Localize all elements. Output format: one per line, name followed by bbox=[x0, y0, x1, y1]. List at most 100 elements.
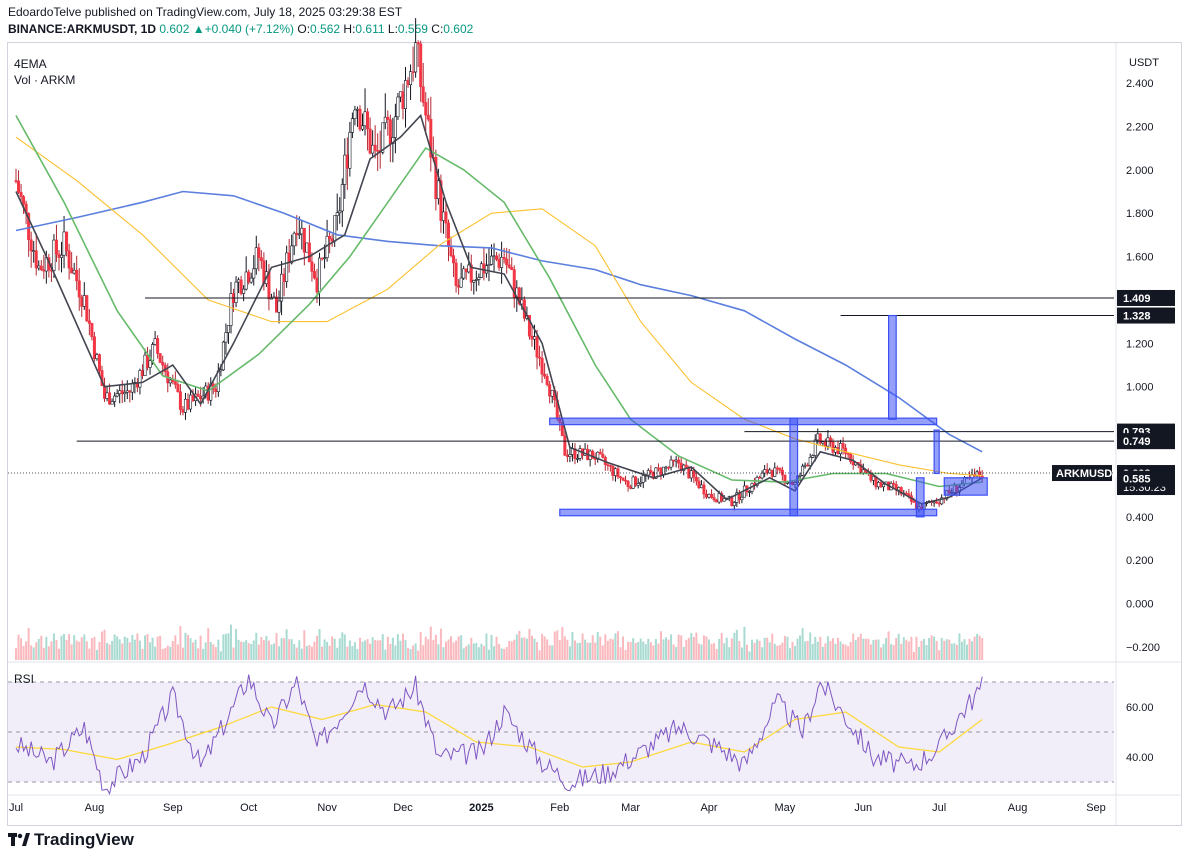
candle-body bbox=[393, 116, 397, 138]
volume-bar bbox=[705, 636, 708, 660]
ema-indicator-label[interactable]: 4EMA bbox=[14, 57, 47, 71]
volume-bar bbox=[386, 636, 389, 660]
candle-body bbox=[591, 450, 595, 459]
rsi-indicator-label[interactable]: RSI bbox=[14, 672, 35, 686]
volume-bar bbox=[624, 649, 627, 660]
price-axis-tick: 1.800 bbox=[1126, 208, 1154, 220]
volume-bar bbox=[907, 641, 910, 660]
candle-body bbox=[803, 464, 807, 467]
candle-body bbox=[636, 483, 640, 486]
volume-bar bbox=[940, 637, 943, 660]
zone-box bbox=[789, 417, 799, 517]
candle-body bbox=[631, 476, 635, 489]
volume-bar bbox=[90, 638, 93, 660]
candle-body bbox=[821, 441, 825, 444]
volume-bar bbox=[396, 634, 399, 660]
candle-body bbox=[292, 232, 296, 247]
candle-body bbox=[406, 80, 410, 86]
volume-bar bbox=[40, 635, 43, 660]
candle-body bbox=[720, 493, 724, 502]
volume-bar bbox=[786, 636, 789, 660]
volume-bar bbox=[346, 646, 349, 660]
volume-bar bbox=[52, 633, 55, 660]
volume-bar bbox=[429, 626, 432, 660]
candle-body bbox=[684, 464, 688, 468]
candle-body bbox=[72, 269, 76, 274]
volume-bar bbox=[958, 633, 961, 660]
volume-bar bbox=[371, 637, 374, 660]
volume-bar bbox=[146, 634, 149, 660]
volume-bar bbox=[910, 636, 913, 660]
candle-body bbox=[297, 233, 301, 236]
level-badge-text: 0.585 bbox=[1123, 474, 1151, 486]
volume-bar bbox=[773, 643, 776, 660]
volume-bar bbox=[70, 644, 73, 660]
volume-bar bbox=[181, 647, 184, 660]
volume-bar bbox=[235, 629, 238, 660]
volume-bar bbox=[417, 650, 420, 660]
volume-bar bbox=[364, 640, 367, 660]
volume-bar bbox=[283, 638, 286, 660]
volume-bar bbox=[751, 639, 754, 660]
volume-bar bbox=[503, 648, 506, 660]
volume-bar bbox=[938, 650, 941, 660]
volume-indicator-label[interactable]: Vol · ARKM bbox=[14, 73, 76, 87]
time-axis-tick: Nov bbox=[317, 802, 337, 814]
volume-bar bbox=[857, 637, 860, 660]
price-axis-tick: 0.000 bbox=[1126, 599, 1154, 611]
time-axis-tick: Jun bbox=[854, 802, 872, 814]
candle-body bbox=[156, 338, 160, 354]
volume-bar bbox=[796, 638, 799, 660]
candle-body bbox=[626, 480, 630, 488]
volume-bar bbox=[776, 645, 779, 660]
candle-body bbox=[704, 493, 708, 498]
volume-bar bbox=[482, 645, 485, 660]
open-value: 0.562 bbox=[310, 22, 341, 36]
volume-bar bbox=[864, 638, 867, 660]
candle-body bbox=[151, 344, 155, 361]
volume-bar bbox=[589, 642, 592, 660]
tradingview-logo[interactable]: TradingView bbox=[8, 830, 134, 850]
candle-body bbox=[702, 484, 706, 495]
volume-bar bbox=[538, 650, 541, 660]
volume-bar bbox=[960, 641, 963, 660]
volume-bar bbox=[634, 642, 637, 660]
candle-body bbox=[153, 338, 157, 345]
volume-bar bbox=[361, 641, 364, 660]
volume-bar bbox=[20, 638, 23, 660]
candle-body bbox=[454, 262, 458, 286]
volume-bar bbox=[753, 642, 756, 660]
volume-bar bbox=[520, 637, 523, 660]
symbol[interactable]: BINANCE:ARKMUSDT, 1D bbox=[8, 22, 157, 36]
volume-bar bbox=[895, 637, 898, 660]
volume-bar bbox=[963, 639, 966, 660]
candle-body bbox=[14, 180, 18, 182]
candle-body bbox=[113, 395, 117, 402]
candle-body bbox=[808, 457, 812, 466]
volume-bar bbox=[905, 639, 908, 660]
volume-bar bbox=[219, 651, 222, 660]
candle-body bbox=[366, 111, 370, 130]
volume-bar bbox=[652, 645, 655, 660]
volume-bar bbox=[209, 642, 212, 660]
volume-bar bbox=[725, 637, 728, 660]
volume-bar bbox=[581, 633, 584, 660]
candle-body bbox=[353, 109, 357, 119]
candle-body bbox=[907, 493, 911, 496]
volume-bar bbox=[637, 642, 640, 660]
candle-body bbox=[439, 180, 443, 221]
high-label: H: bbox=[343, 22, 356, 36]
candle-body bbox=[871, 476, 875, 481]
candle-body bbox=[409, 71, 413, 86]
volume-bar bbox=[343, 634, 346, 660]
volume-bar bbox=[756, 639, 759, 660]
volume-bar bbox=[141, 648, 144, 660]
candle-body bbox=[568, 454, 572, 457]
volume-bar bbox=[199, 635, 202, 660]
candle-body bbox=[687, 466, 691, 479]
candle-body bbox=[310, 261, 314, 272]
volume-bar bbox=[528, 628, 531, 660]
candle-body bbox=[221, 341, 225, 371]
candle-body bbox=[34, 250, 38, 269]
